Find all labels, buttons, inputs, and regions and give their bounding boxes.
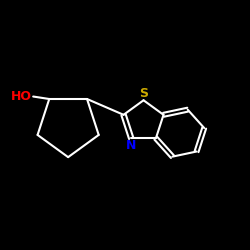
Text: N: N: [126, 139, 136, 152]
Text: HO: HO: [11, 90, 32, 103]
Text: S: S: [139, 87, 148, 100]
